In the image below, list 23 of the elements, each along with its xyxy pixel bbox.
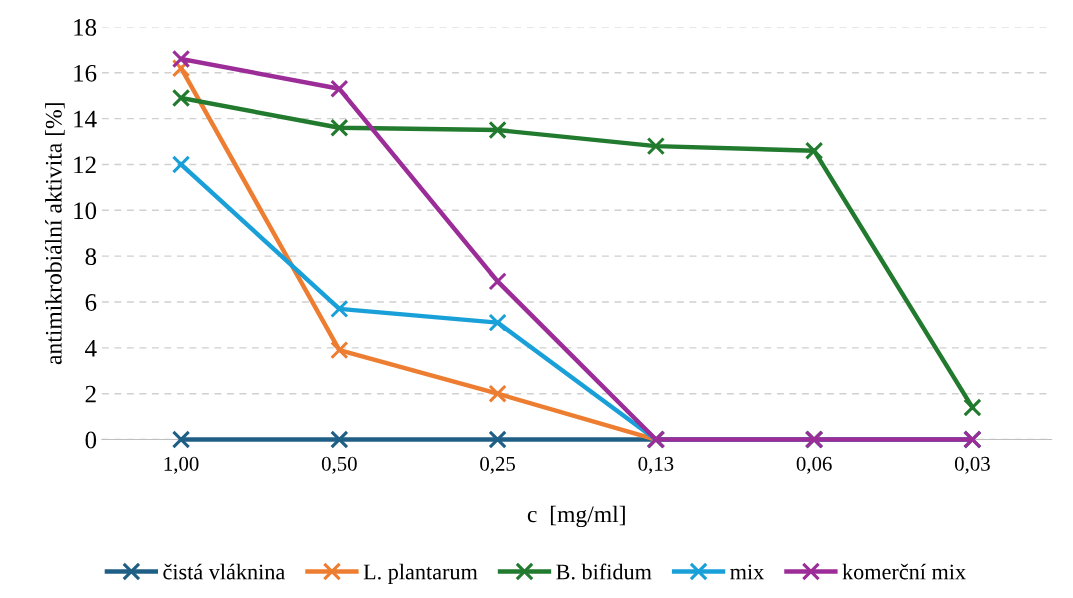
y-tick-label: 18	[74, 18, 97, 36]
legend-label: L. plantarum	[363, 563, 478, 584]
legend-label: čistá vláknina	[163, 563, 285, 580]
y-tick-label: 0	[85, 431, 97, 449]
legend-label: komerční mix	[842, 563, 966, 580]
x-tick-label: 0,25	[480, 456, 516, 474]
y-tick-label: 12	[74, 156, 96, 174]
y-tick-label: 16	[74, 64, 97, 82]
y-tick-label: 4	[85, 340, 97, 357]
x-tick-label: 1,00	[164, 456, 199, 474]
x-tick-label: 0,13	[638, 456, 674, 474]
y-tick-label: 2	[85, 385, 96, 403]
y-tick-label: 14	[74, 110, 97, 128]
x-tick-label: 0,03	[954, 456, 990, 474]
y-tick-label: 10	[74, 202, 97, 220]
y-tick-label: 8	[85, 248, 97, 266]
y-axis-title: antimikrobiální aktivita [%]	[45, 103, 65, 365]
x-tick-label: 0,06	[796, 456, 832, 474]
legend-label: mix	[730, 564, 764, 580]
legend-label: B. bifidum	[556, 563, 652, 580]
x-axis-title: c [mg/ml]	[527, 505, 625, 528]
y-tick-label: 6	[85, 294, 97, 311]
x-tick-label: 0,50	[321, 456, 357, 474]
